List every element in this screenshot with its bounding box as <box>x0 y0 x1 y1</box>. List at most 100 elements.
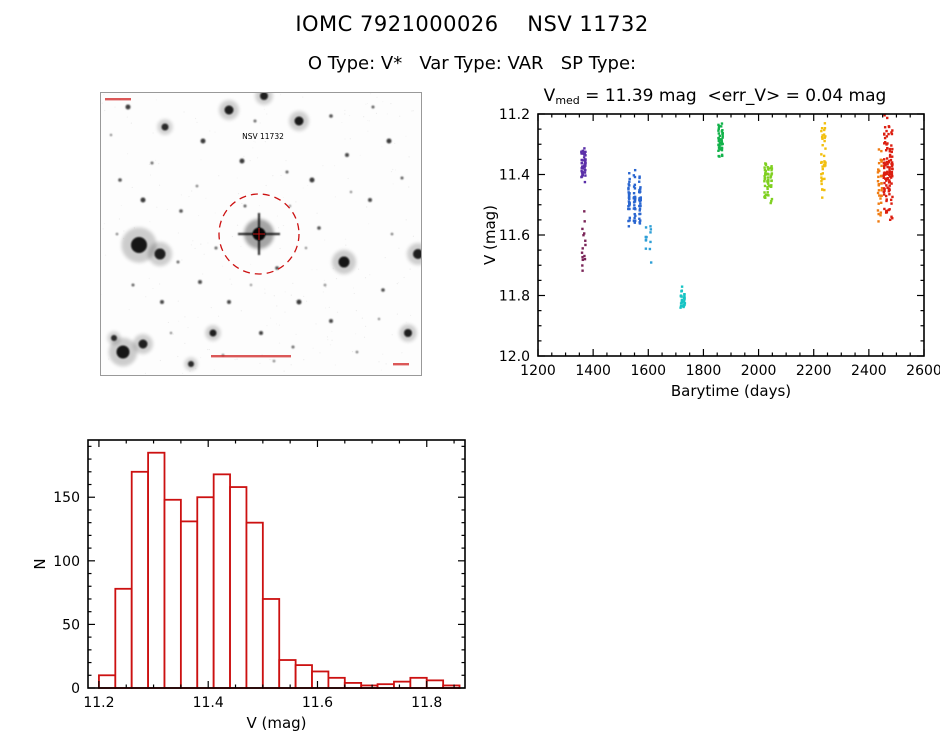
star <box>400 176 404 180</box>
hist-bar <box>409 676 428 689</box>
hist-bar <box>294 664 313 689</box>
hist-bar <box>163 498 182 689</box>
svg-text:12.0: 12.0 <box>499 349 530 365</box>
svg-text:2400: 2400 <box>851 363 887 379</box>
star <box>169 331 173 335</box>
star <box>176 260 180 264</box>
target-circle <box>218 193 300 275</box>
star <box>195 184 199 188</box>
star <box>243 204 247 208</box>
svg-text:50: 50 <box>62 617 80 633</box>
hist-bar <box>212 473 231 689</box>
hist-bar <box>278 659 297 689</box>
finder-annotation-mark <box>105 98 131 101</box>
target-marker <box>218 193 300 275</box>
finder-annotation-mark <box>211 355 291 358</box>
cluster-epoch-2470 <box>882 114 894 222</box>
hist-bar <box>179 520 199 689</box>
svg-text:150: 150 <box>53 490 80 506</box>
star <box>386 138 392 144</box>
svg-text:11.8: 11.8 <box>499 289 530 305</box>
star <box>115 232 119 236</box>
hist-bar <box>147 451 166 689</box>
svg-text:0: 0 <box>71 681 80 697</box>
cluster-epoch-1365 <box>580 147 587 184</box>
finder-source-label: NSV 11732 <box>242 132 284 141</box>
star <box>304 246 308 250</box>
plot-box <box>537 113 925 357</box>
svg-text:1400: 1400 <box>575 363 611 379</box>
hist-bar <box>196 496 215 689</box>
star <box>288 204 292 208</box>
svg-text:1800: 1800 <box>686 363 722 379</box>
star <box>179 209 183 213</box>
lightcurve-plot: 1200 1400 1600 1800 2000 2200 2400 2600 11.2 11.4… <box>480 104 942 408</box>
svg-text:11.4: 11.4 <box>193 695 224 711</box>
lightcurve-svg: 1200 1400 1600 1800 2000 2200 2400 2600 11.2 11.4… <box>481 107 942 400</box>
cluster-epoch-2235 <box>820 122 827 199</box>
histogram-svg: 11.2 11.4 11.6 11.8 0 50 100 150 V (mag) N <box>31 439 466 732</box>
star <box>323 283 327 287</box>
page-subtitle: O Type: V* Var Type: VAR SP Type: <box>307 53 637 74</box>
hist-bar <box>425 679 445 689</box>
hist-bar <box>393 680 412 689</box>
star <box>371 105 375 109</box>
target-cross-icon <box>253 228 265 240</box>
scatter-points <box>580 114 894 309</box>
star <box>345 153 349 157</box>
lightcurve-title: Vmed = 11.39 mag <err_V> = 0.04 mag <box>490 86 940 107</box>
star <box>329 319 333 323</box>
svg-text:11.2: 11.2 <box>499 107 530 123</box>
hist-bar <box>114 587 133 689</box>
cluster-epoch-1725 <box>679 285 687 309</box>
y-axis-label: V (mag) <box>481 205 499 265</box>
cluster-epoch-1550 <box>627 168 642 228</box>
lightcurve-title-sub: med <box>555 93 580 107</box>
star <box>381 288 385 292</box>
star <box>285 170 289 174</box>
star <box>338 256 350 268</box>
axis-ticks <box>88 440 465 689</box>
hist-bar <box>130 470 150 689</box>
star <box>390 232 394 236</box>
star <box>138 339 148 349</box>
star <box>131 237 147 253</box>
star <box>209 329 217 337</box>
hist-bar <box>245 521 264 689</box>
hist-bar <box>98 674 117 689</box>
star <box>188 361 194 367</box>
star <box>131 283 135 287</box>
star <box>259 331 263 335</box>
hist-bar <box>327 676 346 689</box>
lightcurve-title-rest: = 11.39 mag <err_V> = 0.04 mag <box>579 86 887 106</box>
lightcurve-title-base: V <box>543 86 556 106</box>
x-axis-label: V (mag) <box>246 714 306 732</box>
star <box>296 299 302 305</box>
svg-text:11.6: 11.6 <box>302 695 333 711</box>
star <box>111 335 117 341</box>
svg-text:11.6: 11.6 <box>499 228 530 244</box>
star <box>109 133 113 137</box>
finder-annotation-mark <box>393 363 409 366</box>
axis-ticks <box>537 113 925 357</box>
star <box>150 161 154 165</box>
star <box>239 158 245 164</box>
cluster-epoch-2440 <box>876 148 884 223</box>
svg-text:1200: 1200 <box>520 363 556 379</box>
cluster-epoch-1365-faint <box>580 210 587 272</box>
star <box>329 114 333 118</box>
hist-bar <box>229 486 248 689</box>
star <box>214 246 218 250</box>
star <box>161 123 169 131</box>
star <box>140 197 146 203</box>
svg-text:100: 100 <box>53 554 80 570</box>
star <box>368 198 372 202</box>
star <box>198 280 202 284</box>
finder-chart-image: NSV 11732 <box>101 87 429 375</box>
star <box>317 226 321 230</box>
star <box>125 104 131 110</box>
star <box>377 317 381 321</box>
axis-tick-labels: 11.2 11.4 11.6 11.8 0 50 100 150 <box>53 490 442 711</box>
svg-text:2600: 2600 <box>906 363 940 379</box>
star <box>224 105 234 115</box>
